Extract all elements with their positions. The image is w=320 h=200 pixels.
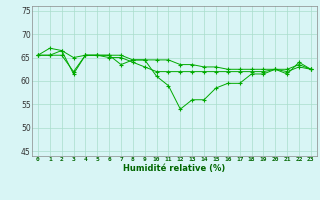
X-axis label: Humidité relative (%): Humidité relative (%) [123, 164, 226, 173]
